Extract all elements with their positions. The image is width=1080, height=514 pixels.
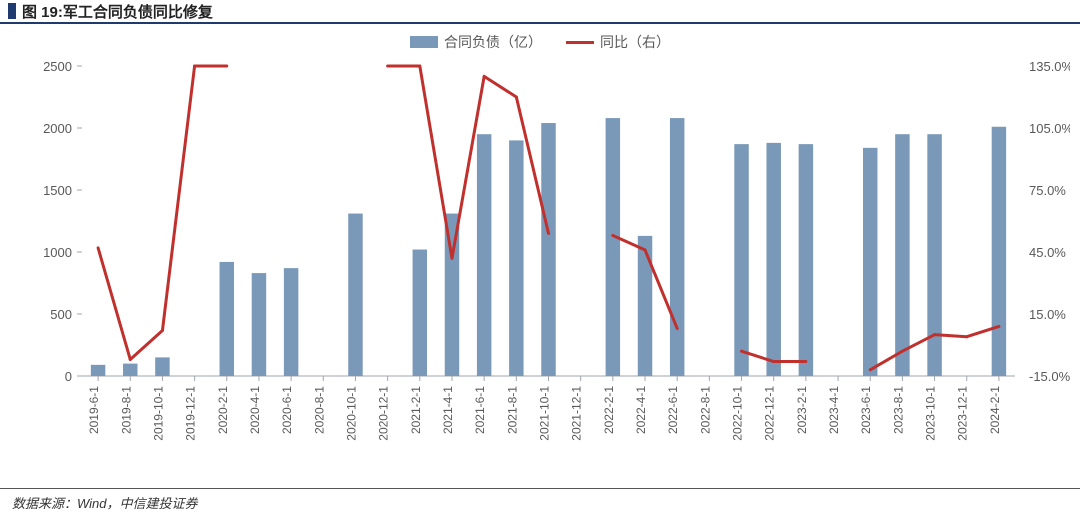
- svg-text:2020-2-1: 2020-2-1: [216, 386, 230, 434]
- svg-text:-15.0%: -15.0%: [1029, 369, 1070, 384]
- chart-container: 合同负债（亿） 同比（右） 0 500 1000 1500 2000 2500 -15.0%…: [10, 28, 1070, 468]
- legend-line: 同比（右）: [566, 32, 670, 52]
- svg-text:105.0%: 105.0%: [1029, 121, 1070, 136]
- svg-text:2021-4-1: 2021-4-1: [441, 386, 455, 434]
- svg-text:1000: 1000: [43, 245, 72, 260]
- svg-text:2022-8-1: 2022-8-1: [698, 386, 712, 434]
- legend-line-label: 同比（右）: [600, 32, 670, 52]
- svg-text:2022-4-1: 2022-4-1: [634, 386, 648, 434]
- legend: 合同负债（亿） 同比（右）: [10, 28, 1070, 56]
- chart-svg: 0 500 1000 1500 2000 2500 -15.0% 15.0% 45.0% 75.0…: [10, 56, 1070, 456]
- svg-text:2019-8-1: 2019-8-1: [119, 386, 133, 434]
- chart-title: 图 19:军工合同负债同比修复: [22, 1, 213, 22]
- svg-text:2021-8-1: 2021-8-1: [505, 386, 519, 434]
- svg-text:2024-2-1: 2024-2-1: [988, 386, 1002, 434]
- legend-bar-label: 合同负债（亿）: [444, 32, 542, 52]
- line-swatch-icon: [566, 41, 594, 44]
- footer-source: 数据来源：Wind，中信建投证券: [0, 488, 1080, 514]
- svg-text:2020-12-1: 2020-12-1: [377, 386, 391, 441]
- svg-text:2022-2-1: 2022-2-1: [602, 386, 616, 434]
- svg-text:2000: 2000: [43, 121, 72, 136]
- title-marker: [8, 3, 16, 19]
- svg-text:2021-2-1: 2021-2-1: [409, 386, 423, 434]
- svg-text:2021-10-1: 2021-10-1: [538, 386, 552, 441]
- svg-text:2022-12-1: 2022-12-1: [763, 386, 777, 441]
- svg-text:2019-10-1: 2019-10-1: [151, 386, 165, 441]
- svg-text:2020-10-1: 2020-10-1: [344, 386, 358, 441]
- svg-text:2020-4-1: 2020-4-1: [248, 386, 262, 434]
- svg-text:15.0%: 15.0%: [1029, 307, 1066, 322]
- svg-text:2019-6-1: 2019-6-1: [87, 386, 101, 434]
- svg-text:2022-6-1: 2022-6-1: [666, 386, 680, 434]
- svg-text:2019-12-1: 2019-12-1: [184, 386, 198, 441]
- svg-text:2023-12-1: 2023-12-1: [956, 386, 970, 441]
- svg-text:2023-2-1: 2023-2-1: [795, 386, 809, 434]
- svg-text:2021-6-1: 2021-6-1: [473, 386, 487, 434]
- chart-title-bar: 图 19:军工合同负债同比修复: [0, 0, 1080, 24]
- svg-text:2020-6-1: 2020-6-1: [280, 386, 294, 434]
- svg-text:2500: 2500: [43, 59, 72, 74]
- svg-text:1500: 1500: [43, 183, 72, 198]
- svg-text:2023-6-1: 2023-6-1: [859, 386, 873, 434]
- svg-text:2022-10-1: 2022-10-1: [731, 386, 745, 441]
- svg-text:0: 0: [65, 369, 72, 384]
- bar-swatch-icon: [410, 36, 438, 48]
- svg-text:75.0%: 75.0%: [1029, 183, 1066, 198]
- svg-text:2023-8-1: 2023-8-1: [891, 386, 905, 434]
- svg-text:135.0%: 135.0%: [1029, 59, 1070, 74]
- svg-text:500: 500: [50, 307, 72, 322]
- svg-text:2023-4-1: 2023-4-1: [827, 386, 841, 434]
- svg-text:2021-12-1: 2021-12-1: [570, 386, 584, 441]
- legend-bar: 合同负债（亿）: [410, 32, 542, 52]
- svg-text:45.0%: 45.0%: [1029, 245, 1066, 260]
- plot-area: 0 500 1000 1500 2000 2500 -15.0% 15.0% 45.0% 75.0…: [10, 56, 1070, 456]
- svg-text:2020-8-1: 2020-8-1: [312, 386, 326, 434]
- svg-text:2023-10-1: 2023-10-1: [924, 386, 938, 441]
